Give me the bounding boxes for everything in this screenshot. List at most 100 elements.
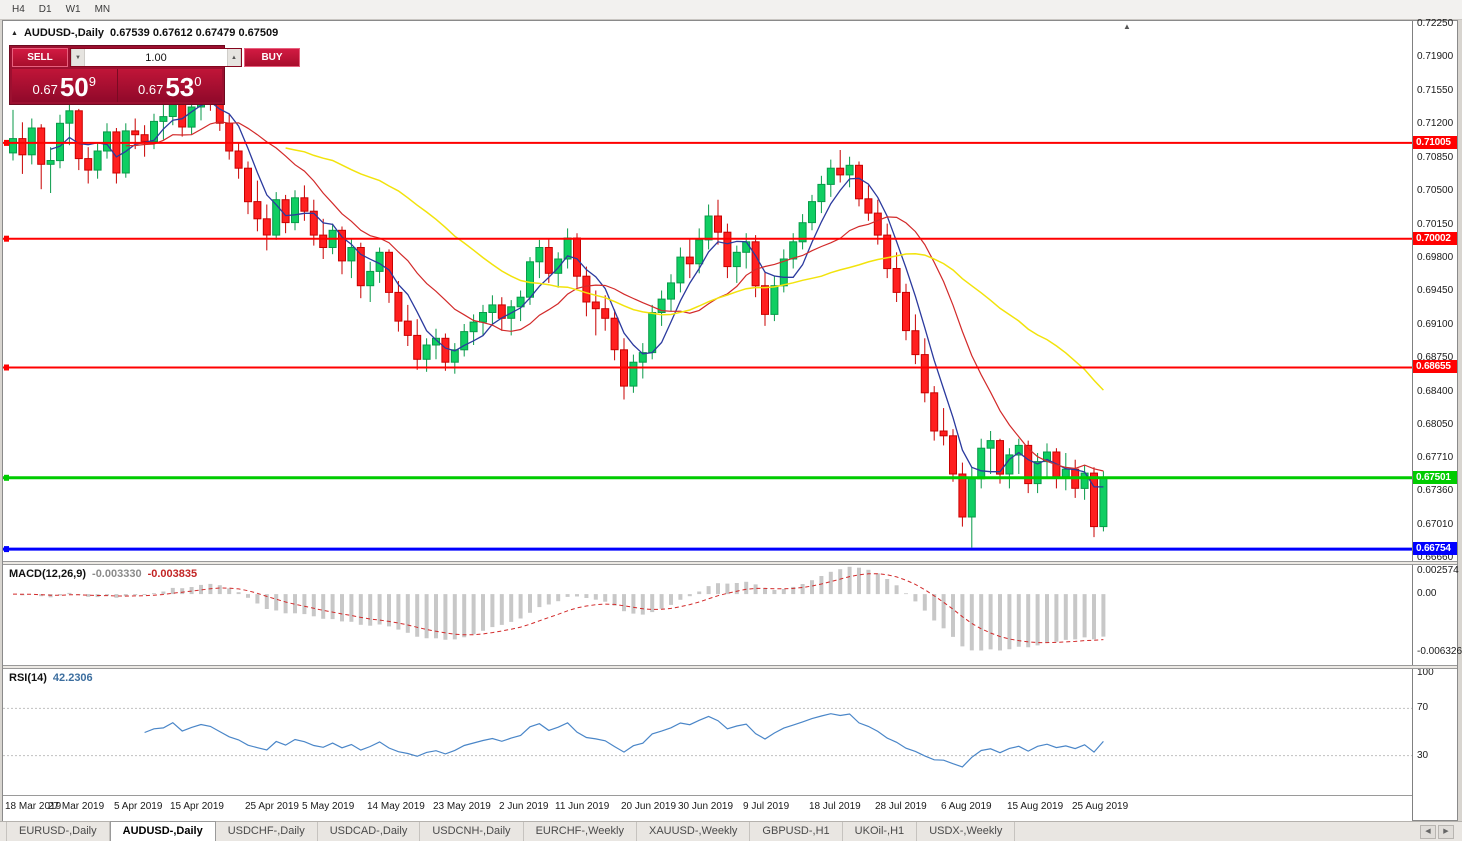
price-line-badge: 0.66754	[1413, 542, 1457, 555]
date-tick-label: 30 Jun 2019	[678, 801, 734, 812]
macd-label: MACD(12,26,9) -0.003330 -0.003835	[9, 568, 198, 580]
rsi-scale-label: 70	[1417, 702, 1429, 713]
chart-window: ▲ AUDUSD-,Daily 0.67539 0.67612 0.67479 …	[2, 18, 1462, 821]
tab-scroll-left-icon[interactable]: ◀	[1420, 824, 1436, 839]
date-tick-label: 6 Aug 2019	[941, 801, 992, 812]
macd-plot[interactable]	[3, 565, 1412, 665]
date-tick-label: 9 Jul 2019	[743, 801, 790, 812]
price-panel: ▲ AUDUSD-,Daily 0.67539 0.67612 0.67479 …	[3, 21, 1412, 561]
rsi-scale-label: 100	[1417, 667, 1434, 678]
rsi-value: 42.2306	[52, 672, 93, 684]
date-tick-label: 5 May 2019	[302, 801, 355, 812]
price-tick-label: 0.69450	[1417, 285, 1454, 296]
macd-scale-label: -0.006326	[1417, 646, 1462, 657]
price-tick-label: 0.69100	[1417, 319, 1454, 330]
chart-tab[interactable]: XAUUSD-,Weekly	[637, 822, 751, 841]
chart-title: ▲ AUDUSD-,Daily 0.67539 0.67612 0.67479 …	[11, 27, 278, 39]
date-tick-label: 15 Aug 2019	[1007, 801, 1064, 812]
macd-signal-value: -0.003835	[147, 568, 198, 580]
time-axis[interactable]: 18 Mar 2019 27 Mar 2019 5 Apr 2019 15 Apr 2…	[3, 795, 1412, 821]
rsi-label: RSI(14) 42.2306	[9, 672, 93, 684]
price-tick-label: 0.72250	[1417, 18, 1454, 29]
price-tick-label: 0.71200	[1417, 118, 1454, 129]
buy-price-big: 53	[165, 72, 195, 102]
ohlc-values: 0.67539 0.67612 0.67479 0.67509	[110, 27, 279, 39]
buy-price-prefix: 0.67	[138, 82, 164, 97]
price-tick-label: 0.68750	[1417, 352, 1454, 363]
chart-tab[interactable]: USDCAD-,Daily	[318, 822, 421, 841]
date-tick-label: 14 May 2019	[367, 801, 425, 812]
chart-shift-marker-icon: ▲	[1123, 22, 1131, 31]
price-line-badge: 0.70002	[1413, 232, 1457, 245]
date-tick-label: 20 Jun 2019	[621, 801, 677, 812]
macd-main-value: -0.003330	[92, 568, 142, 580]
candlestick-plot[interactable]	[3, 21, 1412, 561]
volume-increase-button[interactable]: ▲	[227, 49, 241, 66]
chart-tab[interactable]: EURCHF-,Weekly	[524, 822, 637, 841]
panel-splitter[interactable]	[3, 561, 1457, 565]
price-tick-label: 0.70150	[1417, 219, 1454, 230]
date-tick-label: 2 Jun 2019	[499, 801, 549, 812]
chart-tab[interactable]: USDCHF-,Daily	[216, 822, 318, 841]
date-tick-label: 27 Mar 2019	[48, 801, 105, 812]
price-tick-label: 0.69800	[1417, 252, 1454, 263]
date-tick-label: 15 Apr 2019	[170, 801, 224, 812]
chart-tab-active[interactable]: AUDUSD-,Daily	[109, 821, 216, 841]
buy-price-button[interactable]: 0.67 53 0	[116, 69, 222, 102]
sell-button[interactable]: SELL	[12, 48, 68, 67]
chart-tab[interactable]: GBPUSD-,H1	[750, 822, 843, 841]
price-line-badge: 0.67501	[1413, 471, 1457, 484]
sell-price-prefix: 0.67	[32, 82, 58, 97]
volume-input[interactable]	[85, 49, 227, 66]
timeframe-h4-button[interactable]: H4	[6, 2, 31, 18]
volume-stepper: ▼ ▲	[70, 48, 242, 67]
price-tick-label: 0.67010	[1417, 519, 1454, 530]
date-tick-label: 25 Apr 2019	[245, 801, 299, 812]
price-tick-label: 0.70850	[1417, 152, 1454, 163]
price-line-badge: 0.71005	[1413, 136, 1457, 149]
macd-scale-label: 0.002574	[1417, 565, 1459, 576]
tab-scroll-right-icon[interactable]: ▶	[1438, 824, 1454, 839]
panel-splitter[interactable]	[3, 665, 1457, 669]
buy-button[interactable]: BUY	[244, 48, 300, 67]
date-tick-label: 28 Jul 2019	[875, 801, 927, 812]
price-tick-label: 0.67360	[1417, 485, 1454, 496]
price-tick-label: 0.66660	[1417, 552, 1454, 563]
date-tick-label: 18 Mar 2019	[5, 801, 62, 812]
timeframe-d1-button[interactable]: D1	[33, 2, 58, 18]
timeframe-toolbar: H4 D1 W1 MN	[0, 0, 1462, 20]
volume-decrease-button[interactable]: ▼	[71, 49, 85, 66]
chart-tab[interactable]: EURUSD-,Daily	[6, 822, 110, 841]
rsi-plot[interactable]	[3, 669, 1412, 795]
price-tick-label: 0.71550	[1417, 85, 1454, 96]
buy-price-sup: 0	[194, 74, 202, 89]
chart-tab[interactable]: USDX-,Weekly	[917, 822, 1016, 841]
price-tick-label: 0.68400	[1417, 386, 1454, 397]
chart-tab[interactable]: UKOil-,H1	[843, 822, 918, 841]
rsi-panel: RSI(14) 42.2306	[3, 669, 1412, 795]
timeframe-mn-button[interactable]: MN	[89, 2, 117, 18]
one-click-trading-panel: SELL ▼ ▲ BUY 0.67 50 9 0.67 53 0	[9, 45, 300, 105]
price-tick-label: 0.67710	[1417, 452, 1454, 463]
chart-tab[interactable]: USDCNH-,Daily	[420, 822, 524, 841]
one-click-toggle-icon[interactable]: ▲	[11, 29, 18, 37]
date-tick-label: 5 Apr 2019	[114, 801, 163, 812]
date-tick-label: 18 Jul 2019	[809, 801, 861, 812]
date-tick-label: 23 May 2019	[433, 801, 491, 812]
timeframe-w1-button[interactable]: W1	[60, 2, 87, 18]
tab-scroll-controls: ◀ ▶	[1412, 822, 1462, 841]
chart-tabs-row: EURUSD-,Daily AUDUSD-,Daily USDCHF-,Daily U…	[0, 821, 1016, 841]
sell-price-big: 50	[59, 72, 89, 102]
sell-price-button[interactable]: 0.67 50 9	[12, 69, 117, 102]
date-tick-label: 25 Aug 2019	[1072, 801, 1129, 812]
price-line-badge: 0.68655	[1413, 360, 1457, 373]
rsi-scale-label: 30	[1417, 750, 1429, 761]
date-tick-label: 11 Jun 2019	[555, 801, 610, 812]
macd-scale-label: 0.00	[1417, 588, 1437, 599]
sell-price-sup: 9	[88, 74, 96, 89]
chart-tabs-bar: EURUSD-,Daily AUDUSD-,Daily USDCHF-,Daily U…	[0, 821, 1462, 841]
macd-panel: MACD(12,26,9) -0.003330 -0.003835	[3, 565, 1412, 665]
price-scale[interactable]: 0.72250 0.71900 0.71550 0.71200 0.70850 0.705…	[1412, 18, 1462, 820]
price-tick-label: 0.70500	[1417, 185, 1454, 196]
symbol-period-label: AUDUSD-,Daily	[23, 27, 105, 39]
